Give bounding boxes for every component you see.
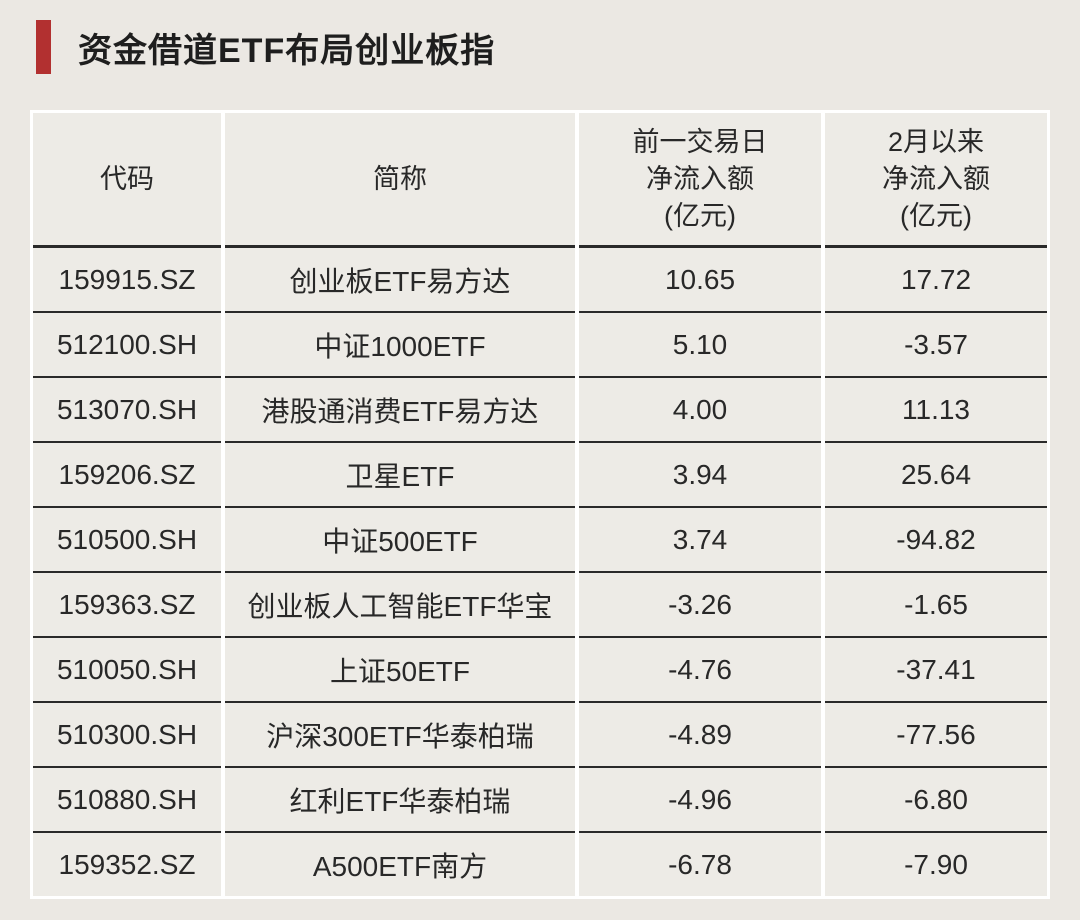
cell-prev-day-flow: -4.76 [579,638,821,703]
title-accent-bar [36,20,51,74]
cell-prev-day-flow: -4.96 [579,768,821,833]
cell-feb-flow: -3.57 [825,313,1047,378]
cell-feb-flow: -7.90 [825,833,1047,896]
cell-code: 510300.SH [33,703,221,768]
table-row: 159206.SZ 卫星ETF 3.94 25.64 [33,443,1047,508]
cell-code: 510500.SH [33,508,221,573]
cell-name: 上证50ETF [225,638,575,703]
cell-name: A500ETF南方 [225,833,575,896]
cell-prev-day-flow: 10.65 [579,248,821,313]
table-row: 159363.SZ 创业板人工智能ETF华宝 -3.26 -1.65 [33,573,1047,638]
cell-prev-day-flow: -3.26 [579,573,821,638]
cell-name: 中证500ETF [225,508,575,573]
cell-prev-day-flow: -6.78 [579,833,821,896]
cell-name: 创业板人工智能ETF华宝 [225,573,575,638]
cell-name: 卫星ETF [225,443,575,508]
cell-code: 159206.SZ [33,443,221,508]
cell-feb-flow: -1.65 [825,573,1047,638]
cell-code: 159363.SZ [33,573,221,638]
table-row: 510050.SH 上证50ETF -4.76 -37.41 [33,638,1047,703]
table-row: 513070.SH 港股通消费ETF易方达 4.00 11.13 [33,378,1047,443]
cell-code: 510880.SH [33,768,221,833]
cell-feb-flow: -77.56 [825,703,1047,768]
table-row: 510500.SH 中证500ETF 3.74 -94.82 [33,508,1047,573]
cell-prev-day-flow: -4.89 [579,703,821,768]
cell-prev-day-flow: 3.74 [579,508,821,573]
table-row: 159352.SZ A500ETF南方 -6.78 -7.90 [33,833,1047,896]
header-cell-feb-flow: 2月以来 净流入额 (亿元) [825,113,1047,248]
cell-feb-flow: 25.64 [825,443,1047,508]
header-cell-prev-day-flow: 前一交易日 净流入额 (亿元) [579,113,821,248]
table-row: 159915.SZ 创业板ETF易方达 10.65 17.72 [33,248,1047,313]
table-row: 510300.SH 沪深300ETF华泰柏瑞 -4.89 -77.56 [33,703,1047,768]
cell-name: 沪深300ETF华泰柏瑞 [225,703,575,768]
cell-code: 513070.SH [33,378,221,443]
cell-feb-flow: -6.80 [825,768,1047,833]
cell-code: 159352.SZ [33,833,221,896]
section-title: 资金借道ETF布局创业板指 [0,0,1080,76]
cell-prev-day-flow: 5.10 [579,313,821,378]
table-row: 512100.SH 中证1000ETF 5.10 -3.57 [33,313,1047,378]
cell-code: 159915.SZ [33,248,221,313]
table-row: 510880.SH 红利ETF华泰柏瑞 -4.96 -6.80 [33,768,1047,833]
cell-feb-flow: 17.72 [825,248,1047,313]
cell-code: 512100.SH [33,313,221,378]
cell-prev-day-flow: 4.00 [579,378,821,443]
cell-code: 510050.SH [33,638,221,703]
header-cell-name: 简称 [225,113,575,248]
cell-name: 中证1000ETF [225,313,575,378]
cell-name: 创业板ETF易方达 [225,248,575,313]
cell-feb-flow: -94.82 [825,508,1047,573]
cell-feb-flow: -37.41 [825,638,1047,703]
page-title: 资金借道ETF布局创业板指 [78,31,496,70]
cell-name: 港股通消费ETF易方达 [225,378,575,443]
cell-prev-day-flow: 3.94 [579,443,821,508]
header-cell-code: 代码 [33,113,221,248]
cell-feb-flow: 11.13 [825,378,1047,443]
etf-flow-table: 代码 简称 前一交易日 净流入额 (亿元) 2月以来 净流入额 (亿元) 159… [30,110,1050,899]
cell-name: 红利ETF华泰柏瑞 [225,768,575,833]
table-header-row: 代码 简称 前一交易日 净流入额 (亿元) 2月以来 净流入额 (亿元) [33,113,1047,248]
